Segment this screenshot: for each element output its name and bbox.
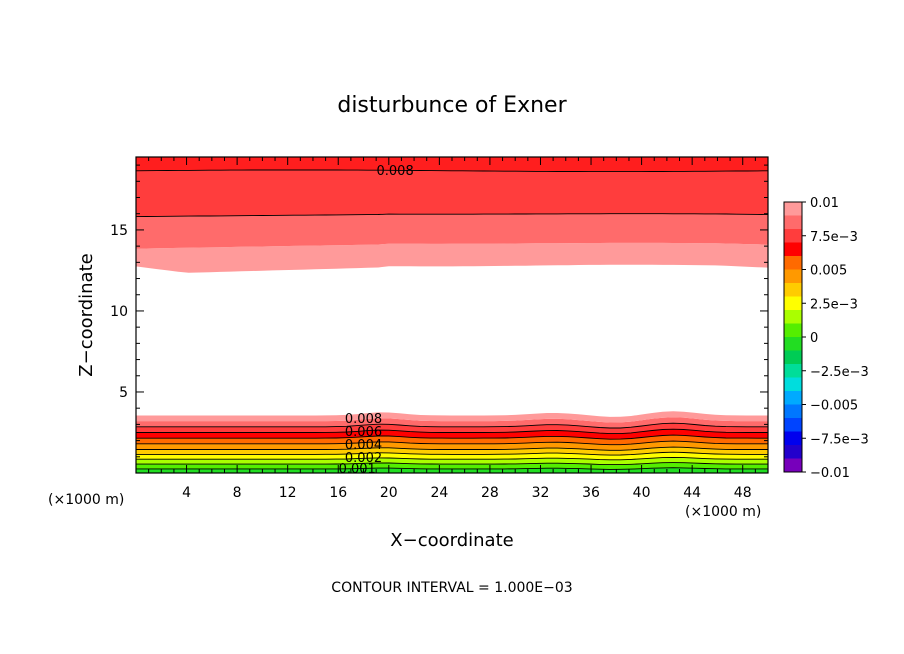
colorbar: 0.01 7.5e−3 0.005 2.5e−3 0 −2.5e−3 −0.005 −7.5e…: [783, 196, 869, 481]
contour-line: [136, 428, 768, 435]
colorbar-segment: [784, 283, 802, 297]
colorbar-segment: [784, 296, 802, 311]
colorbar-segment: [784, 445, 802, 459]
x-tick-label: 4: [182, 485, 191, 501]
x-axis-label: X−coordinate: [390, 530, 513, 551]
colorbar-segment: [784, 269, 802, 284]
colorbar-label: 0: [810, 331, 818, 346]
y-tick-label: 5: [119, 385, 128, 401]
x-tick-label: 12: [279, 485, 297, 501]
colorbar-label: −2.5e−3: [810, 365, 869, 380]
contour-line: [135, 169, 769, 173]
x-tick-label: 20: [380, 485, 398, 501]
contour-band-upper: [136, 157, 768, 172]
x-tick-label: 36: [582, 485, 600, 501]
contour-label: 0.001: [339, 462, 376, 477]
contour-band-lower: [136, 423, 768, 434]
colorbar-label: −0.005: [810, 399, 858, 414]
contour-band-lower: [136, 411, 768, 423]
chart-title: disturbunce of Exner: [337, 93, 567, 118]
contour-interval-text: CONTOUR INTERVAL = 1.000E−03: [331, 580, 572, 596]
contour-band-lower: [136, 447, 768, 456]
colorbar-segment: [784, 431, 802, 446]
contour-fill-layer: [136, 157, 768, 473]
x-tick-label: 40: [633, 485, 651, 501]
colorbar-segment: [784, 404, 802, 419]
colorbar-segment: [784, 256, 802, 270]
colorbar-segment: [784, 337, 802, 351]
colorbar-segment: [784, 377, 802, 392]
contour-line-layer: [135, 169, 769, 470]
colorbar-segment: [784, 229, 802, 243]
x-tick-label: 24: [430, 485, 448, 501]
y-tick-label: 10: [110, 304, 128, 320]
x-unit-left-label: (×1000 m): [48, 492, 124, 508]
contour-line: [136, 446, 768, 451]
colorbar-segment: [784, 350, 802, 365]
x-tick-label: 32: [532, 485, 550, 501]
contour-line: [136, 451, 768, 456]
colorbar-label: 7.5e−3: [810, 230, 858, 245]
x-unit-right-label: (×1000 m): [685, 504, 761, 520]
contour-band-lower: [136, 417, 768, 428]
colorbar-segment: [784, 323, 802, 338]
x-tick-label: 44: [683, 485, 701, 501]
colorbar-segment: [784, 391, 802, 405]
colorbar-segment: [784, 202, 802, 216]
x-tick-label: 28: [481, 485, 499, 501]
y-axis-label: Z−coordinate: [76, 253, 97, 376]
contour-line: [135, 213, 769, 218]
contour-band-lower: [136, 441, 768, 451]
contour-band-upper: [136, 242, 768, 273]
contour-band-lower: [136, 429, 768, 440]
contour-label: 0.008: [377, 164, 414, 179]
colorbar-label: 0.01: [810, 196, 839, 211]
colorbar-label: 2.5e−3: [810, 297, 858, 312]
contour-label: 0.004: [345, 438, 382, 453]
contour-band-upper: [136, 170, 768, 217]
contour-line: [136, 462, 768, 466]
contour-line: [136, 422, 768, 429]
contour-band-lower: [136, 452, 768, 460]
contour-label: 0.008: [345, 412, 382, 427]
colorbar-segment: [784, 215, 802, 230]
colorbar-segment: [784, 310, 802, 324]
contour-line: [136, 434, 768, 440]
contour-line: [136, 440, 768, 446]
y-tick-label: 15: [110, 223, 128, 239]
contour-label: 0.002: [345, 451, 382, 466]
x-tick-label: 48: [734, 485, 752, 501]
x-tick-label: 8: [233, 485, 242, 501]
colorbar-segment: [784, 418, 802, 432]
contour-line: [136, 467, 768, 470]
colorbar-label: −7.5e−3: [810, 432, 869, 447]
contour-band-lower: [136, 435, 768, 445]
colorbar-segment: [784, 364, 802, 378]
contour-label: 0.006: [345, 425, 382, 440]
x-tick-label: 16: [329, 485, 347, 501]
colorbar-segment: [784, 458, 802, 473]
colorbar-label: 0.005: [810, 264, 847, 279]
contour-band-upper: [136, 213, 768, 249]
colorbar-label: −0.01: [810, 466, 850, 481]
colorbar-segment: [784, 242, 802, 257]
contour-line: [136, 456, 768, 461]
